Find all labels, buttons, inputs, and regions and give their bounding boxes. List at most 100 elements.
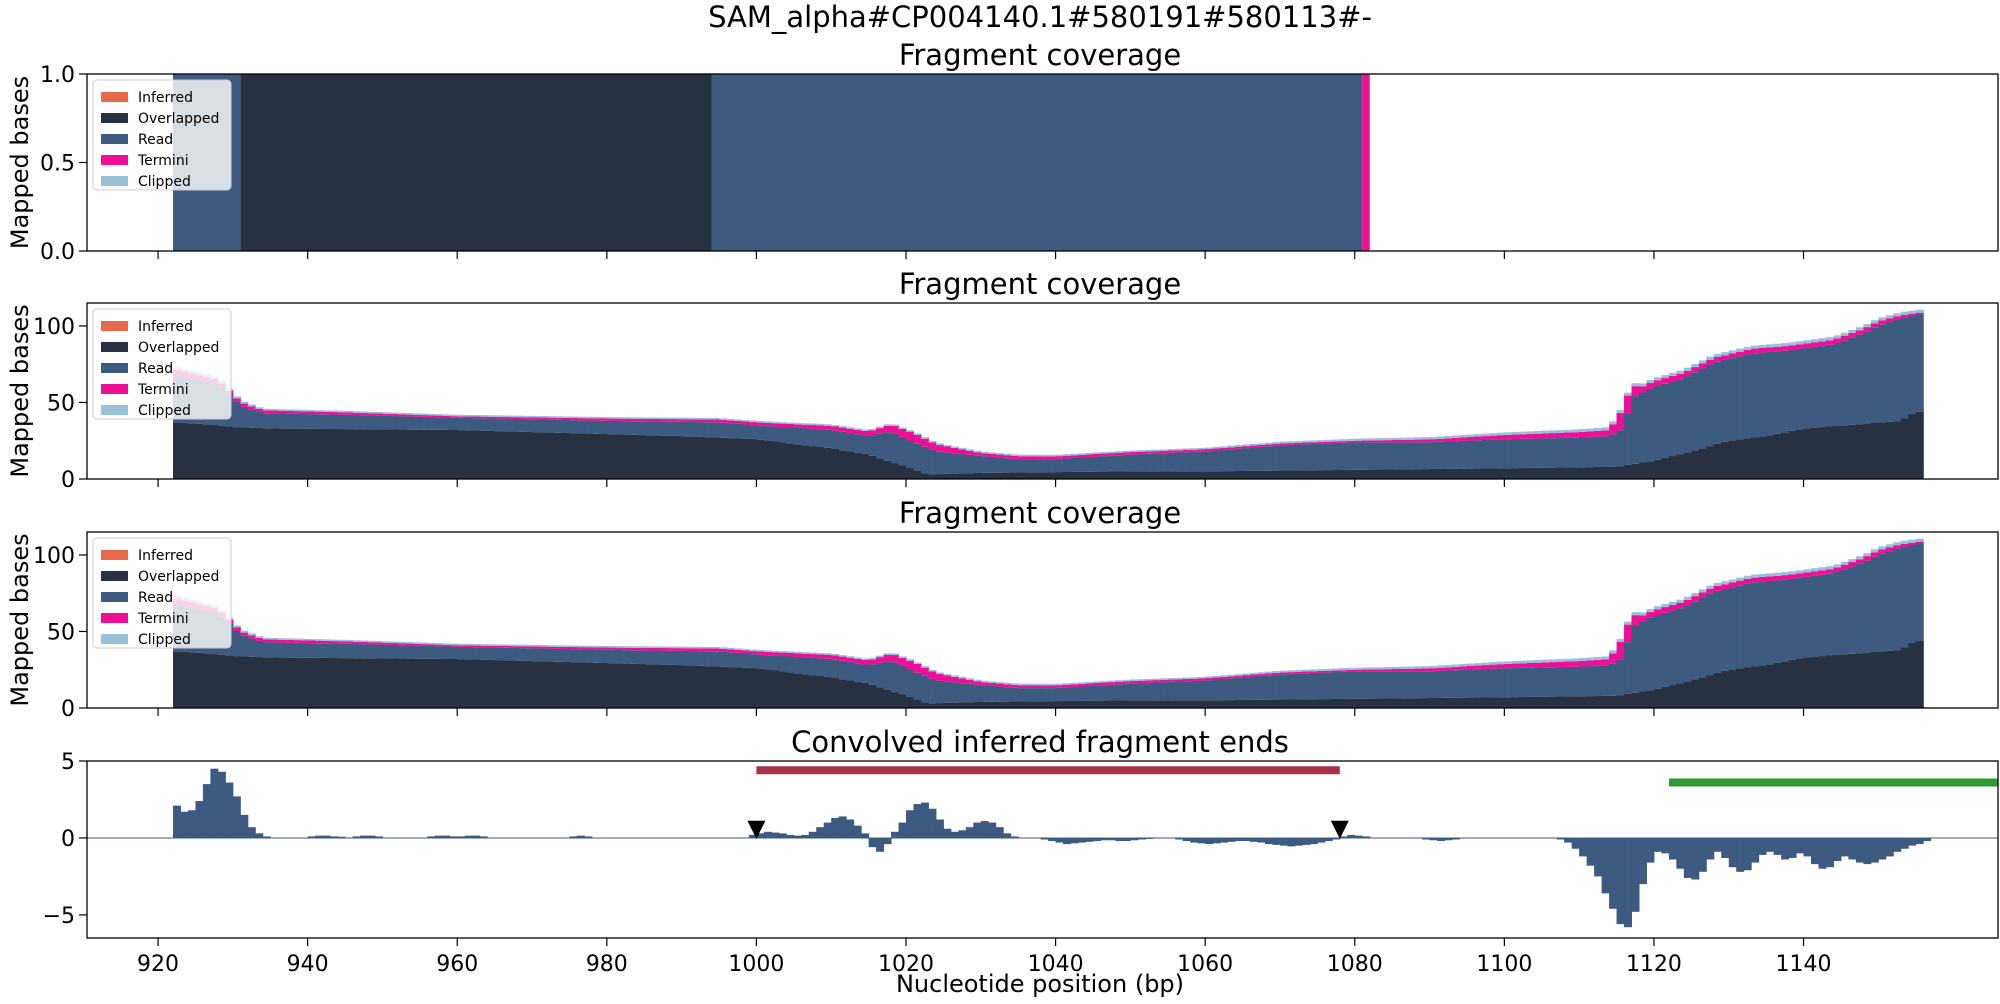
coverage-bar-clipped xyxy=(1691,593,1700,597)
coverage-bar-overlapped xyxy=(1706,675,1715,708)
coverage-bar-overlapped xyxy=(1556,696,1565,708)
coverage-bar-read xyxy=(748,425,758,440)
coverage-bar-termini xyxy=(861,430,870,436)
coverage-bar-overlapped xyxy=(1324,699,1333,708)
coverage-bar-termini xyxy=(1825,569,1835,574)
coverage-bar-read xyxy=(1100,456,1109,472)
conv-bar xyxy=(247,827,256,838)
coverage-bar-read xyxy=(1040,688,1049,702)
coverage-bar-termini xyxy=(1668,604,1677,611)
coverage-bar-termini xyxy=(337,641,346,644)
coverage-bar-overlapped xyxy=(973,701,982,708)
coverage-bar-read xyxy=(1399,442,1408,470)
coverage-bar-clipped xyxy=(1504,432,1513,435)
coverage-bar-read xyxy=(1758,352,1767,437)
coverage-bar-overlapped xyxy=(1848,653,1857,708)
coverage-bar-overlapped xyxy=(1564,696,1573,708)
coverage-bar-clipped xyxy=(1347,667,1356,670)
coverage-bar-clipped xyxy=(853,657,862,659)
coverage-bar-clipped xyxy=(831,424,840,427)
coverage-bar-read xyxy=(419,416,428,430)
coverage-bar-overlapped xyxy=(1811,656,1820,708)
coverage-bar-read xyxy=(920,446,930,474)
coverage-bar-clipped xyxy=(1160,678,1169,680)
coverage-bar-termini xyxy=(891,655,900,663)
coverage-bar-clipped xyxy=(816,423,825,426)
coverage-bar-termini xyxy=(1698,363,1707,369)
coverage-bar-clipped xyxy=(943,673,952,676)
coverage-bar-overlapped xyxy=(210,425,219,479)
coverage-bar-clipped xyxy=(1265,442,1274,445)
coverage-bar-read xyxy=(1519,667,1528,698)
coverage-bar-read xyxy=(1519,438,1528,469)
coverage-bar-clipped xyxy=(1803,340,1812,344)
coverage-bar-read xyxy=(1444,441,1453,469)
coverage-bar-read xyxy=(315,643,324,658)
coverage-bar-termini xyxy=(389,414,398,417)
coverage-bar-overlapped xyxy=(524,431,533,479)
coverage-bar-clipped xyxy=(1115,680,1124,682)
coverage-bar-read xyxy=(1205,680,1214,701)
coverage-bar-overlapped xyxy=(1863,423,1872,479)
coverage-bar-overlapped xyxy=(187,652,197,708)
coverage-bar-termini xyxy=(1444,667,1453,671)
y-tick-label: 100 xyxy=(33,315,75,340)
coverage-bar-clipped xyxy=(741,648,750,651)
coverage-bar-read xyxy=(883,661,892,690)
coverage-bar-termini xyxy=(651,418,660,422)
coverage-bar-clipped xyxy=(1392,666,1401,669)
coverage-bar-read xyxy=(1818,574,1827,657)
coverage-bar-termini xyxy=(1893,316,1902,320)
conv-bar xyxy=(352,836,361,838)
coverage-bar-overlapped xyxy=(1010,472,1019,479)
coverage-bar-clipped xyxy=(636,417,645,419)
coverage-bar-read xyxy=(1646,388,1655,462)
coverage-bar-termini xyxy=(1309,442,1318,444)
coverage-bar-overlapped xyxy=(1018,701,1027,708)
coverage-bar-clipped xyxy=(1339,668,1348,671)
coverage-bar-clipped xyxy=(1549,430,1558,434)
coverage-bar-read xyxy=(1265,675,1274,700)
conv-bar xyxy=(838,816,847,838)
coverage-bar-overlapped xyxy=(225,655,234,708)
coverage-bar-read xyxy=(1796,577,1805,659)
conv-bar xyxy=(876,837,885,852)
coverage-bar-termini xyxy=(1190,449,1199,452)
coverage-bar-read xyxy=(1212,679,1221,701)
x-tick-label: 1120 xyxy=(1626,952,1682,977)
coverage-bar-termini xyxy=(1571,432,1580,438)
coverage-bar-overlapped xyxy=(232,656,241,708)
coverage-bar-overlapped xyxy=(1235,700,1244,708)
coverage-bar-read xyxy=(1698,597,1707,678)
coverage-bar-clipped xyxy=(1070,453,1079,456)
coverage-bar-clipped xyxy=(1728,579,1737,583)
coverage-bar-read xyxy=(307,414,316,429)
conv-bar xyxy=(1003,833,1012,838)
coverage-bar-clipped xyxy=(1107,451,1117,454)
coverage-bar-overlapped xyxy=(786,443,795,479)
coverage-bar-clipped xyxy=(367,640,376,643)
conv-bar xyxy=(1437,837,1446,842)
coverage-bar-overlapped xyxy=(1908,413,1917,479)
coverage-bar-clipped xyxy=(1616,409,1625,413)
coverage-bar-overlapped xyxy=(801,674,810,708)
coverage-bar-termini xyxy=(382,413,391,416)
coverage-bar-overlapped xyxy=(1616,466,1625,479)
coverage-bar-overlapped xyxy=(472,430,481,479)
coverage-bar-read xyxy=(1078,686,1087,701)
coverage-bar-overlapped xyxy=(300,657,309,708)
coverage-bar-overlapped xyxy=(606,434,615,479)
coverage-bar-termini xyxy=(726,649,735,653)
coverage-bar-termini xyxy=(1833,567,1842,572)
coverage-bar-clipped xyxy=(479,644,488,646)
coverage-bar-read xyxy=(1107,455,1117,472)
coverage-bar-termini xyxy=(1601,659,1610,666)
coverage-bar-clipped xyxy=(726,647,735,650)
coverage-bar-read xyxy=(1900,546,1909,648)
conv-bar xyxy=(1624,837,1633,928)
coverage-bar-clipped xyxy=(711,646,720,649)
coverage-bar-read xyxy=(472,647,481,660)
coverage-bar-termini xyxy=(1908,542,1917,546)
coverage-bar-termini xyxy=(1152,451,1161,454)
coverage-bar-overlapped xyxy=(861,453,870,479)
